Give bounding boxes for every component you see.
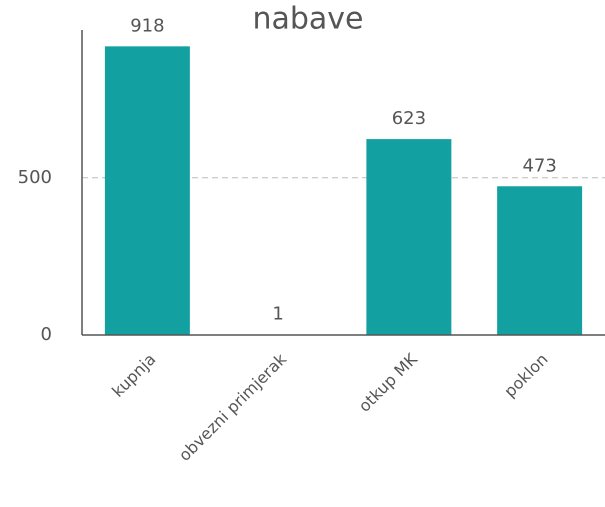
- x-tick-label: poklon: [500, 350, 551, 401]
- y-tick-label: 0: [41, 324, 52, 345]
- data-label: 918: [130, 15, 164, 36]
- chart-title: nabave: [252, 2, 363, 37]
- data-label: 1: [272, 304, 283, 325]
- data-label: 473: [522, 155, 556, 176]
- bar: [497, 186, 583, 335]
- y-tick-label: 500: [18, 167, 52, 188]
- data-label: 623: [392, 108, 426, 129]
- x-tick-label: otkup MK: [355, 349, 421, 415]
- bar: [104, 46, 190, 335]
- x-tick-label: kupnja: [108, 350, 159, 401]
- x-tick-label: obvezni primjerak: [175, 349, 291, 465]
- bar: [366, 139, 452, 335]
